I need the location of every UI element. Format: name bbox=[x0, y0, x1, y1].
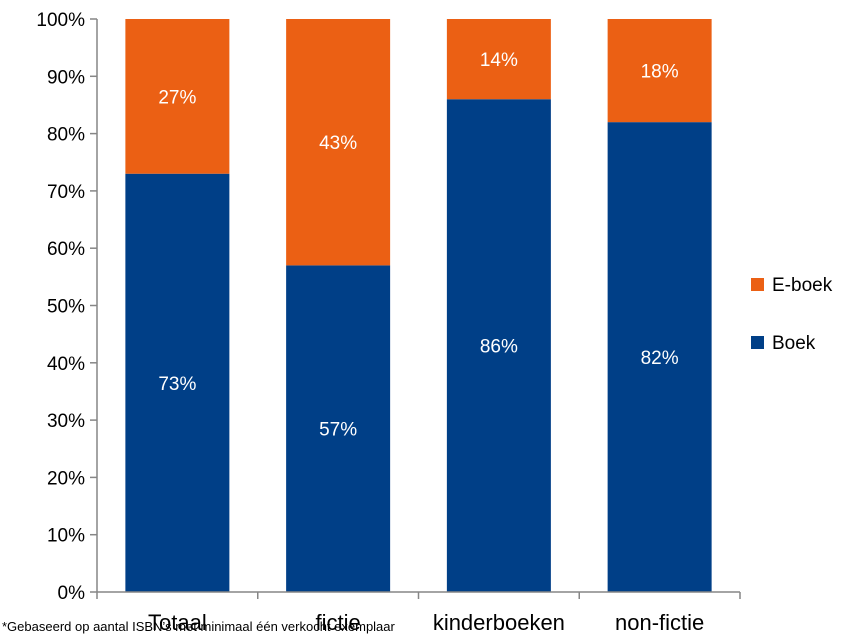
legend-label-boek: Boek bbox=[772, 333, 816, 354]
y-axis: 0% 10% 20% 30% 40% 50% 60% 70% 80% 90% 100% bbox=[36, 10, 741, 604]
data-labels-group: 73% 27% 57% 43% 86% 14% 82% 18% bbox=[158, 50, 678, 441]
data-label-boek-non-fictie: 82% bbox=[641, 348, 679, 369]
y-tick-label: 40% bbox=[47, 354, 85, 375]
bar-boek-kinderboeken bbox=[446, 99, 551, 592]
category-label-totaal: Totaal bbox=[148, 610, 207, 635]
y-tick-label: 50% bbox=[47, 297, 85, 318]
y-tick-label: 10% bbox=[47, 526, 85, 547]
bar-e-boek-totaal bbox=[125, 19, 230, 174]
bar-boek-fictie bbox=[286, 265, 391, 592]
bar-e-boek-kinderboeken bbox=[446, 19, 551, 100]
data-label-boek-fictie: 57% bbox=[319, 420, 357, 441]
legend-label-e-boek: E-boek bbox=[772, 275, 833, 296]
data-label-boek-kinderboeken: 86% bbox=[480, 337, 518, 358]
bar-e-boek-fictie bbox=[286, 19, 391, 266]
y-tick-label: 80% bbox=[47, 125, 85, 146]
legend-swatch-boek bbox=[751, 336, 764, 349]
legend: E-boek Boek bbox=[751, 275, 833, 354]
y-tick-label: 20% bbox=[47, 468, 85, 489]
y-tick-label: 70% bbox=[47, 182, 85, 203]
y-tick-label: 30% bbox=[47, 411, 85, 432]
bar-e-boek-non-fictie bbox=[607, 19, 712, 123]
category-label-fictie: fictie bbox=[316, 610, 361, 635]
y-tick-label: 0% bbox=[58, 583, 86, 604]
y-tick-label: 90% bbox=[47, 67, 85, 88]
legend-swatch-e-boek bbox=[751, 278, 764, 291]
bar-boek-totaal bbox=[125, 173, 230, 592]
y-tick-label: 60% bbox=[47, 239, 85, 260]
data-label-e-boek-non-fictie: 18% bbox=[641, 62, 679, 83]
footnote: *Gebaseerd op aantal ISBN’s met minimaal… bbox=[2, 619, 396, 634]
y-tick-label: 100% bbox=[36, 10, 85, 31]
data-label-e-boek-kinderboeken: 14% bbox=[480, 50, 518, 71]
data-label-e-boek-totaal: 27% bbox=[158, 87, 196, 108]
bars-group bbox=[125, 19, 712, 592]
category-label-kinderboeken: kinderboeken bbox=[433, 610, 565, 635]
bar-boek-non-fictie bbox=[607, 122, 712, 592]
category-labels-group: Totaal fictie kinderboeken non-fictie bbox=[148, 610, 704, 635]
data-label-boek-totaal: 73% bbox=[158, 374, 196, 395]
category-label-non-fictie: non-fictie bbox=[615, 610, 704, 635]
data-label-e-boek-fictie: 43% bbox=[319, 133, 357, 154]
